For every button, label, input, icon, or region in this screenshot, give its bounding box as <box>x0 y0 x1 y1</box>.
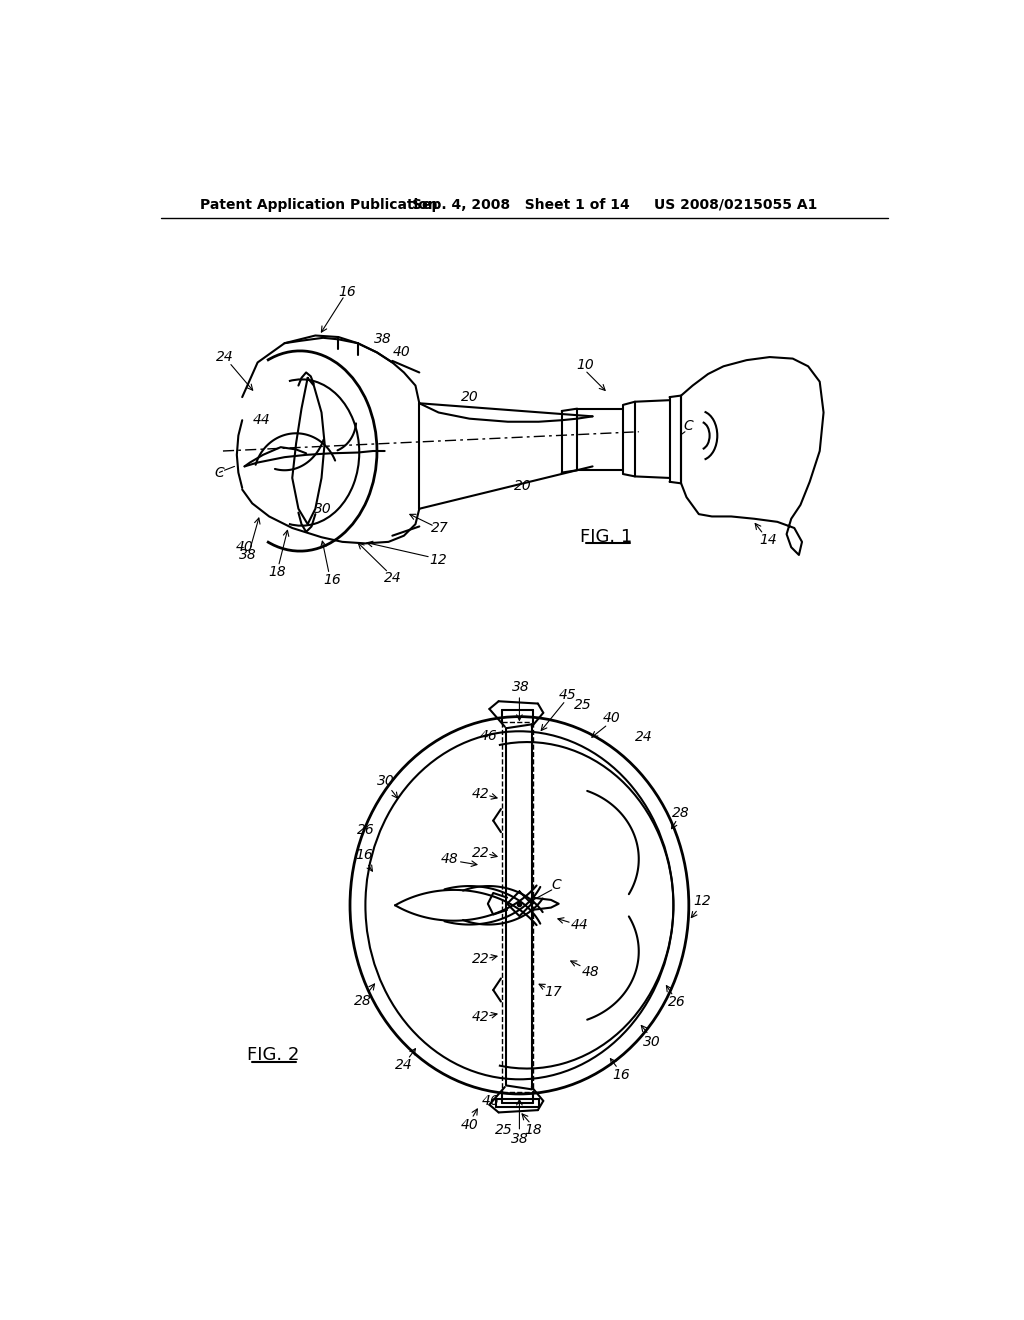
Text: 26: 26 <box>669 995 686 1010</box>
Text: 40: 40 <box>603 711 621 725</box>
Text: FIG. 1: FIG. 1 <box>581 528 633 546</box>
Text: 30: 30 <box>643 1035 660 1049</box>
Text: 38: 38 <box>512 680 529 694</box>
Text: 12: 12 <box>430 553 447 568</box>
Text: 22: 22 <box>472 952 489 966</box>
Text: 38: 38 <box>374 333 392 346</box>
Text: C: C <box>552 878 561 891</box>
Text: 40: 40 <box>236 540 253 554</box>
Text: C: C <box>214 466 224 479</box>
Text: 20: 20 <box>514 479 532 492</box>
Text: 42: 42 <box>472 1010 489 1024</box>
Text: 48: 48 <box>582 965 599 978</box>
Text: 24: 24 <box>395 1059 413 1072</box>
Text: 16: 16 <box>339 285 356 298</box>
Text: 28: 28 <box>672 807 690 820</box>
Text: 26: 26 <box>356 822 375 837</box>
Text: 24: 24 <box>216 350 233 364</box>
Text: FIG. 2: FIG. 2 <box>247 1047 299 1064</box>
Text: 27: 27 <box>431 521 449 535</box>
Text: 12: 12 <box>694 895 712 908</box>
Text: 30: 30 <box>377 774 395 788</box>
Text: 42: 42 <box>472 787 489 801</box>
Text: Patent Application Publication: Patent Application Publication <box>200 198 437 211</box>
Text: 46: 46 <box>479 729 498 743</box>
Text: 16: 16 <box>324 573 341 587</box>
Text: 22: 22 <box>472 846 489 859</box>
Text: 20: 20 <box>461 391 478 404</box>
Text: 40: 40 <box>393 346 411 359</box>
Text: 17: 17 <box>545 985 562 998</box>
Text: 25: 25 <box>496 1123 513 1137</box>
Text: Sep. 4, 2008   Sheet 1 of 14: Sep. 4, 2008 Sheet 1 of 14 <box>412 198 630 211</box>
Text: 10: 10 <box>575 358 594 372</box>
Text: 46: 46 <box>482 1094 500 1107</box>
Text: C: C <box>683 420 693 433</box>
Text: 44: 44 <box>570 919 589 932</box>
Text: 18: 18 <box>268 565 286 579</box>
Text: US 2008/0215055 A1: US 2008/0215055 A1 <box>654 198 817 211</box>
Text: 28: 28 <box>353 994 372 1007</box>
Text: 25: 25 <box>573 698 592 711</box>
Text: 45: 45 <box>559 688 577 702</box>
Text: 38: 38 <box>239 548 256 562</box>
Text: 14: 14 <box>759 532 777 546</box>
Text: 38: 38 <box>511 1133 528 1146</box>
Text: 18: 18 <box>524 1123 542 1137</box>
Text: 40: 40 <box>461 1118 478 1131</box>
Text: 16: 16 <box>612 1068 630 1081</box>
Text: 30: 30 <box>314 502 332 516</box>
Text: 48: 48 <box>441 853 459 866</box>
Text: 44: 44 <box>253 413 270 428</box>
Text: 24: 24 <box>635 730 653 744</box>
Text: 16: 16 <box>355 849 373 862</box>
Text: 24: 24 <box>383 572 401 585</box>
